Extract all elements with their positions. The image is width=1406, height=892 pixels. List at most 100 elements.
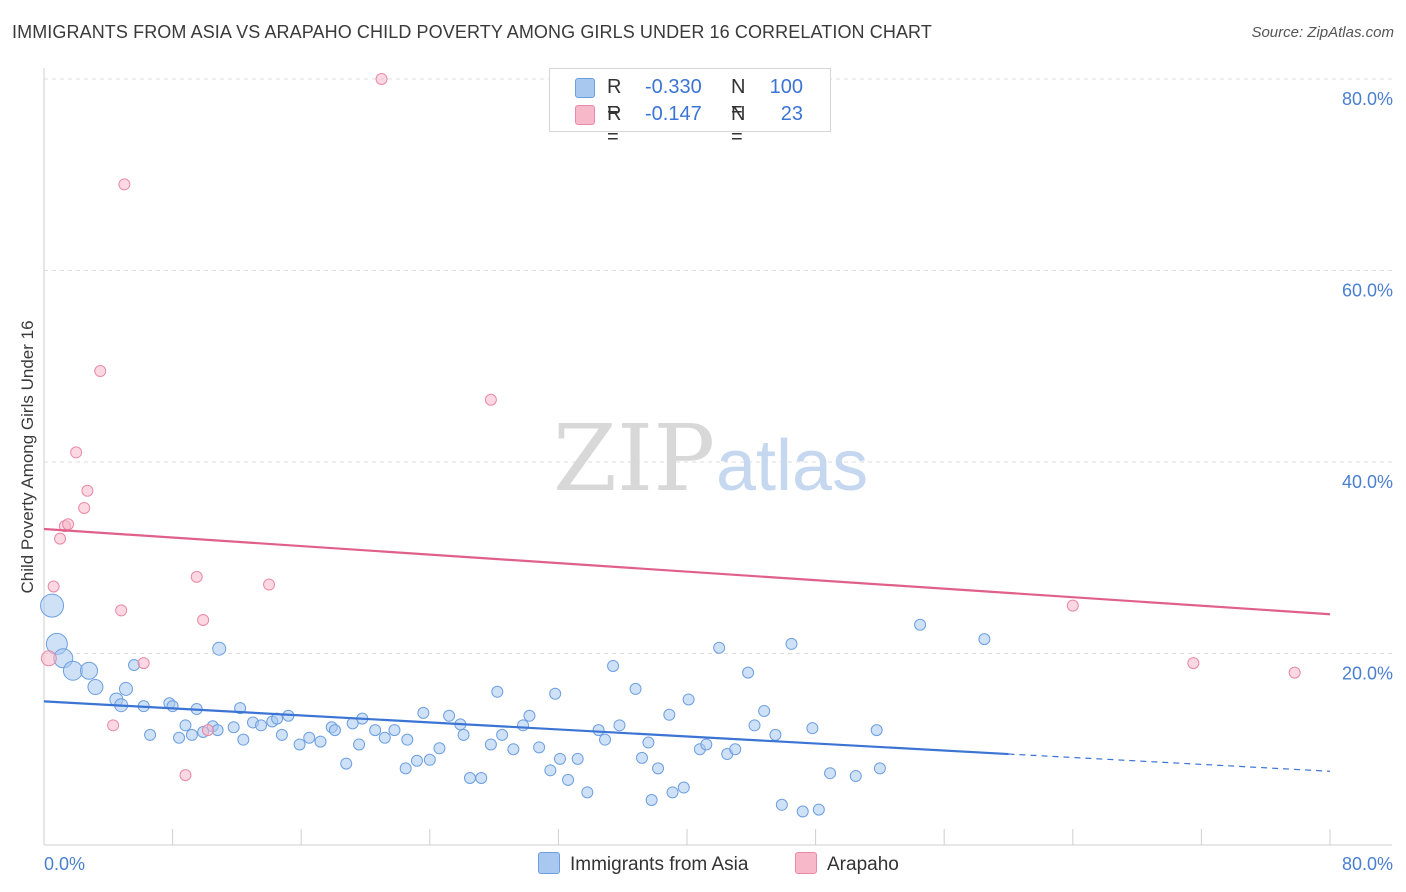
point-asia: [399, 762, 412, 775]
legend-swatch-arapaho: [575, 105, 595, 125]
point-asia: [796, 805, 809, 818]
watermark-atlas: atlas: [716, 426, 868, 506]
legend-n-label: N =: [731, 76, 746, 121]
legend-r-value: -0.330: [645, 76, 702, 98]
point-arapaho: [118, 178, 131, 191]
point-asia: [642, 736, 655, 749]
point-arapaho: [94, 365, 107, 378]
watermark-zip: ZIP: [553, 405, 715, 512]
legend-r-label: R =: [607, 103, 622, 148]
point-asia: [635, 751, 648, 764]
y-tick-label: 60.0%: [1342, 281, 1393, 301]
x-tick-label: 0.0%: [44, 854, 85, 874]
point-asia: [378, 731, 391, 744]
point-arapaho: [375, 73, 388, 85]
point-asia: [742, 666, 755, 679]
point-asia: [663, 708, 676, 721]
point-arapaho: [47, 580, 60, 593]
point-asia: [496, 728, 509, 741]
point-arapaho: [1066, 599, 1079, 612]
watermark: ZIP atlas: [553, 405, 868, 512]
point-asia: [340, 757, 353, 770]
point-asia: [775, 798, 788, 811]
point-arapaho: [263, 578, 276, 591]
legend-n-value: 23: [780, 103, 803, 125]
point-asia: [40, 593, 65, 618]
trend-line-asia-extension: [1008, 753, 1331, 772]
point-asia: [613, 719, 626, 732]
point-asia: [475, 771, 488, 784]
point-asia: [873, 762, 886, 775]
point-asia: [562, 773, 575, 786]
trend-lines: [43, 527, 1331, 772]
legend-label-asia: Immigrants from Asia: [570, 854, 749, 875]
point-asia: [62, 660, 83, 681]
point-asia: [700, 738, 713, 751]
point-asia: [914, 618, 927, 631]
point-asia: [785, 637, 798, 650]
point-asia: [179, 719, 192, 732]
point-asia: [682, 693, 695, 706]
point-arapaho: [1187, 657, 1200, 670]
trend-line-arapaho: [43, 527, 1331, 616]
point-asia: [713, 641, 726, 654]
point-asia: [629, 682, 642, 695]
point-asia: [417, 706, 430, 719]
legend-swatch-arapaho: [795, 852, 817, 874]
point-asia: [549, 687, 562, 700]
point-asia: [173, 731, 186, 744]
point-asia: [185, 728, 198, 741]
point-asia: [87, 679, 104, 696]
point-asia: [849, 770, 862, 783]
point-arapaho: [197, 613, 210, 626]
point-arapaho: [54, 532, 67, 545]
trend-line-asia: [43, 700, 1009, 756]
point-asia: [423, 753, 436, 766]
point-arapaho: [137, 657, 150, 670]
point-asia: [523, 709, 536, 722]
axes: [43, 68, 1392, 846]
chart-title: IMMIGRANTS FROM ASIA VS ARAPAHO CHILD PO…: [12, 22, 932, 42]
legend-r-value: -0.147: [645, 103, 702, 125]
point-arapaho: [484, 393, 497, 406]
chart-source: Source: ZipAtlas.com: [1251, 24, 1394, 41]
point-asia: [144, 728, 157, 741]
legend-n-label: N =: [731, 103, 746, 148]
point-arapaho: [190, 570, 203, 583]
point-asia: [433, 742, 446, 755]
point-asia: [607, 659, 620, 672]
point-asia: [443, 709, 456, 722]
point-asia: [592, 724, 605, 737]
data-points: [40, 73, 1301, 818]
point-asia: [410, 754, 423, 767]
point-asia: [652, 762, 665, 775]
point-asia: [484, 738, 497, 751]
grid-lines: [44, 78, 1392, 654]
point-asia: [677, 781, 690, 794]
point-asia: [80, 661, 99, 680]
tick-labels: 20.0% 40.0% 60.0% 80.0% 0.0% 80.0%: [44, 89, 1393, 874]
point-asia: [353, 738, 366, 751]
point-asia: [401, 733, 414, 746]
point-asia: [758, 704, 771, 717]
point-asia: [645, 793, 658, 806]
legend-label-arapaho: Arapaho: [827, 854, 899, 875]
y-tick-label: 20.0%: [1342, 664, 1393, 684]
point-asia: [128, 658, 141, 671]
point-asia: [978, 633, 991, 646]
point-arapaho: [179, 769, 192, 782]
y-axis-label: Child Poverty Among Girls Under 16: [18, 320, 37, 593]
point-arapaho: [62, 518, 75, 531]
point-asia: [507, 743, 520, 756]
y-tick-label: 80.0%: [1342, 89, 1393, 109]
legend-swatch-asia: [538, 852, 560, 874]
point-arapaho: [40, 650, 57, 667]
point-asia: [328, 724, 341, 737]
point-asia: [806, 722, 819, 735]
correlation-legend: R = -0.330 N = 100 R = -0.147 N = 23: [549, 68, 831, 148]
point-arapaho: [201, 724, 214, 737]
point-arapaho: [81, 484, 94, 497]
point-asia: [463, 771, 476, 784]
legend-item-asia: Immigrants from Asia: [538, 852, 748, 876]
